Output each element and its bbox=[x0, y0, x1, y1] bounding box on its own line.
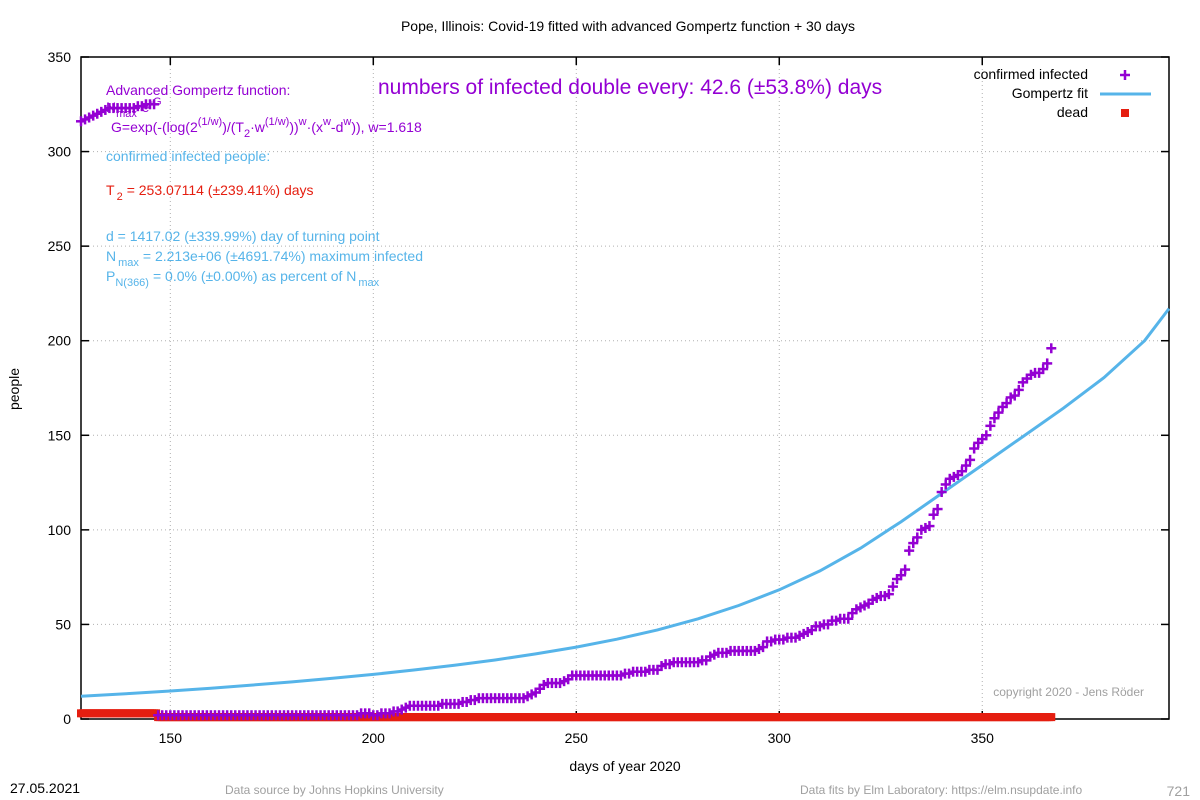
confirmed-point bbox=[1042, 358, 1053, 369]
x-axis-label: days of year 2020 bbox=[569, 758, 681, 774]
dead-point bbox=[1047, 713, 1056, 722]
formula-line1: Nmax·e-G bbox=[106, 96, 162, 120]
gompertz-fit-line bbox=[80, 307, 1171, 698]
confirmed-point bbox=[1038, 364, 1049, 375]
confirmed-point bbox=[956, 466, 967, 477]
confirmed-point bbox=[900, 564, 911, 575]
y-tick-label: 250 bbox=[48, 238, 72, 254]
confirmed-point bbox=[940, 479, 951, 490]
confirmed-point bbox=[965, 454, 976, 465]
legend-marker-dead bbox=[1121, 109, 1129, 117]
confirmed-point bbox=[981, 430, 992, 441]
legend-marker-confirmed bbox=[1120, 70, 1130, 80]
x-tick-label: 350 bbox=[971, 730, 995, 746]
confirmed-point bbox=[896, 570, 907, 581]
formula-line2: G=exp(-(log(2(1/w))/(T2·w(1/w)))w·(xw-dw… bbox=[111, 116, 422, 140]
confirmed-point bbox=[904, 545, 915, 556]
confirmed-point bbox=[924, 521, 935, 532]
series-confirmed-infected bbox=[76, 99, 1057, 721]
y-ticks: 0 50 100 150 200 250 300 350 bbox=[48, 49, 1169, 727]
confirmed-point bbox=[883, 589, 894, 600]
confirmed-point bbox=[887, 581, 898, 592]
confirmed-point bbox=[961, 460, 972, 471]
confirmed-point bbox=[912, 532, 923, 543]
chart-title: Pope, Illinois: Covid-19 fitted with adv… bbox=[401, 18, 855, 34]
legend-label-confirmed: confirmed infected bbox=[974, 66, 1088, 82]
x-tick-label: 200 bbox=[362, 730, 386, 746]
y-tick-label: 150 bbox=[48, 427, 72, 443]
y-tick-label: 300 bbox=[48, 144, 72, 160]
confirmed-point bbox=[1013, 384, 1024, 395]
confirmed-point bbox=[969, 443, 980, 454]
footer-number: 721 bbox=[1167, 783, 1191, 799]
formula-title: Advanced Gompertz function: bbox=[106, 82, 290, 98]
legend-label-fit: Gompertz fit bbox=[1012, 85, 1088, 101]
footer-source: Data source by Johns Hopkins University bbox=[225, 783, 444, 797]
confirmed-point bbox=[758, 642, 769, 653]
legend-label-dead: dead bbox=[1057, 104, 1088, 120]
turning-point-value: d = 1417.02 (±339.99%) day of turning po… bbox=[106, 228, 380, 244]
confirmed-point bbox=[1009, 390, 1020, 401]
grid-lines bbox=[81, 57, 1169, 719]
doubling-headline: numbers of infected double every: 42.6 (… bbox=[378, 76, 882, 99]
confirmed-point bbox=[928, 509, 939, 520]
copyright-note: copyright 2020 - Jens Röder bbox=[993, 685, 1144, 699]
confirmed-point bbox=[1046, 343, 1057, 354]
t2-value: T 2 = 253.07114 (±239.41%) days bbox=[106, 182, 314, 203]
confirmed-point bbox=[908, 538, 919, 549]
x-tick-label: 250 bbox=[565, 730, 589, 746]
confirmed-point bbox=[149, 99, 160, 110]
confirmed-point bbox=[993, 407, 1004, 418]
y-tick-label: 100 bbox=[48, 522, 72, 538]
confirmed-point bbox=[936, 487, 947, 498]
confirmed-point bbox=[843, 613, 854, 624]
confirmed-point bbox=[932, 504, 943, 515]
confirmed-point bbox=[1001, 398, 1012, 409]
footer-date: 27.05.2021 bbox=[10, 780, 80, 796]
y-tick-label: 0 bbox=[63, 711, 71, 727]
x-tick-label: 300 bbox=[768, 730, 792, 746]
x-ticks: 150 200 250 300 350 bbox=[159, 57, 995, 746]
confirmed-point bbox=[989, 413, 1000, 424]
x-tick-label: 150 bbox=[159, 730, 183, 746]
legend: confirmed infected Gompertz fit dead bbox=[974, 66, 1151, 120]
y-tick-label: 50 bbox=[55, 616, 71, 632]
confirmed-point bbox=[985, 420, 996, 431]
y-tick-label: 200 bbox=[48, 333, 72, 349]
series-gompertz-fit bbox=[80, 307, 1171, 698]
y-tick-label: 350 bbox=[48, 49, 72, 65]
footer-fits: Data fits by Elm Laboratory: https://elm… bbox=[800, 783, 1082, 797]
confirmed-people-label: confirmed infected people: bbox=[106, 148, 270, 164]
y-axis-label: people bbox=[6, 368, 22, 410]
